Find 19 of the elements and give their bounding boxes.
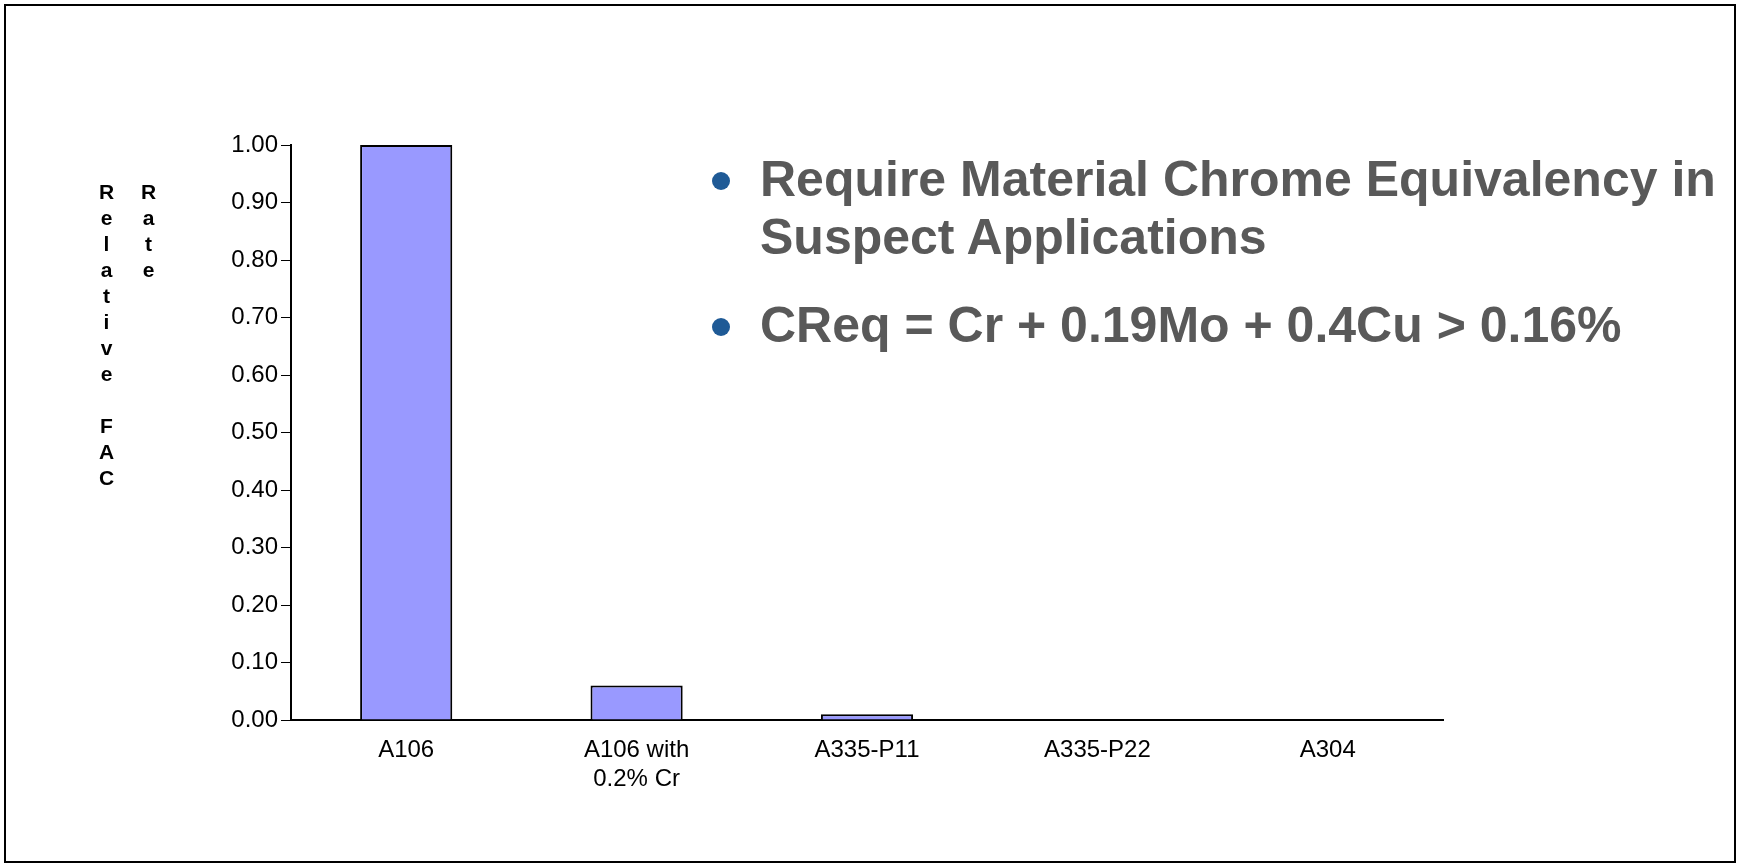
y-tick-label: 1.00	[231, 129, 278, 157]
y-tick-label: 0.90	[231, 187, 278, 215]
x-tick-label: A335-P11	[814, 735, 920, 763]
y-tick-label: 0.70	[231, 302, 278, 330]
x-tick-label: A335-P22	[1044, 735, 1151, 763]
y-tick-label: 0.50	[231, 417, 278, 445]
x-tick-label: A304	[1299, 735, 1356, 763]
x-tick-label: A106 with 0.2% Cr	[583, 735, 690, 791]
x-tick-label: A106	[378, 735, 435, 763]
annotation: Require Material Chrome Equivalency in Suspect Applications	[760, 150, 1717, 266]
annotation: CReq = Cr + 0.19Mo + 0.4Cu > 0.16%	[760, 296, 1623, 354]
y-axis-title: Relative FAC Rate	[94, 180, 161, 494]
y-tick-label: 0.20	[231, 589, 278, 617]
y-tick-label: 0.00	[231, 704, 278, 732]
y-tick-label: 0.10	[231, 647, 278, 675]
y-tick-label: 0.60	[231, 359, 278, 387]
y-tick-label: 0.40	[231, 474, 278, 502]
y-tick-label: 0.80	[231, 244, 278, 272]
y-tick-label: 0.30	[231, 532, 278, 560]
